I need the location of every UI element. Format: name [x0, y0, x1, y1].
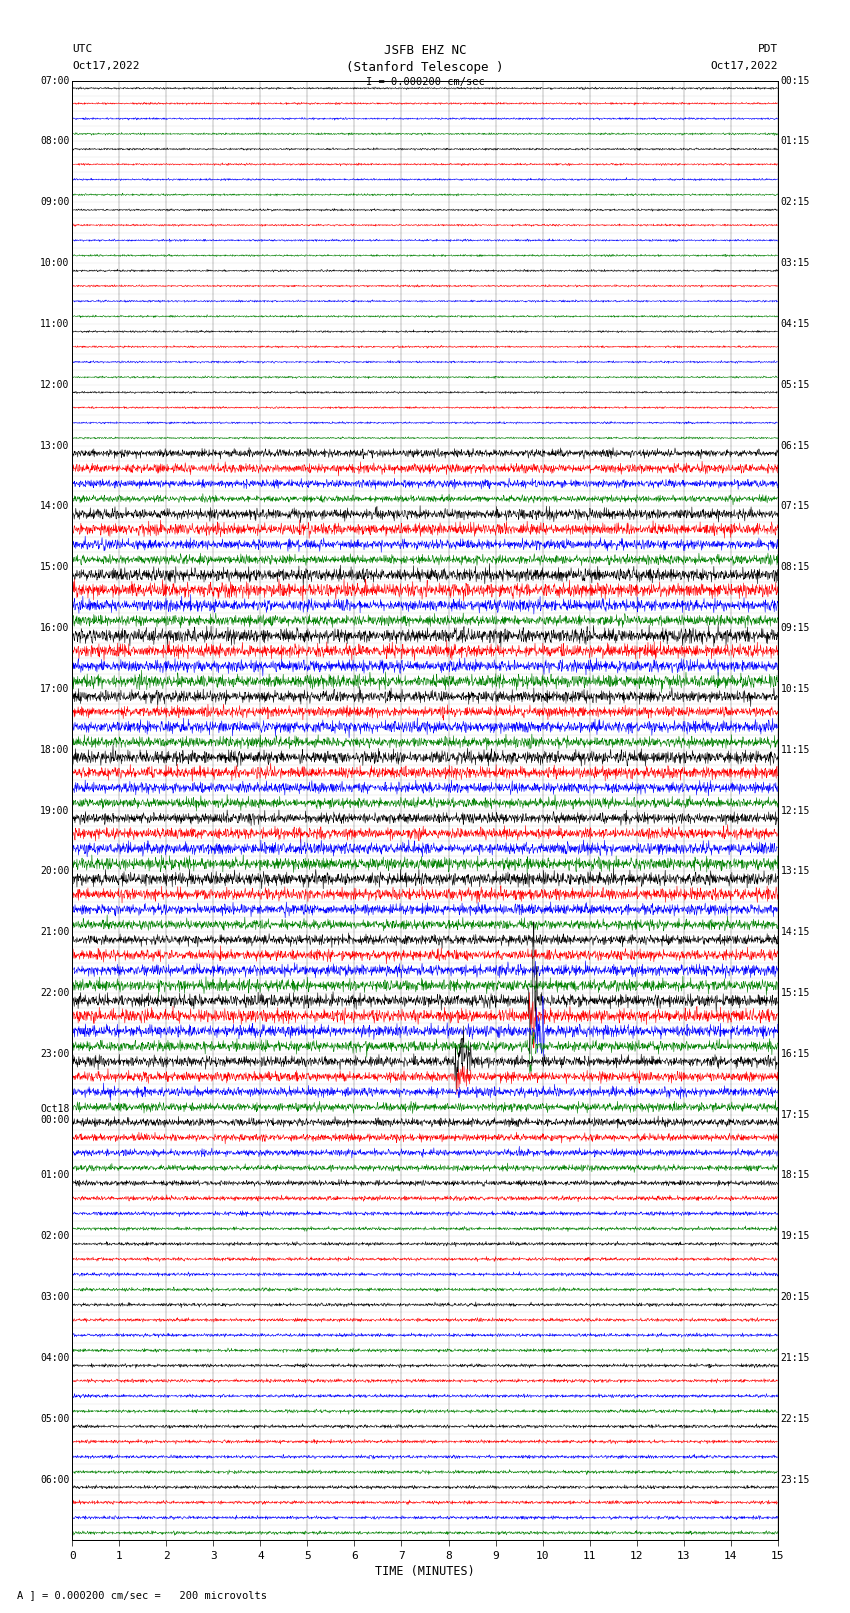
Text: I = 0.000200 cm/sec: I = 0.000200 cm/sec — [366, 77, 484, 87]
Text: PDT: PDT — [757, 44, 778, 53]
Text: Oct17,2022: Oct17,2022 — [72, 61, 139, 71]
Text: JSFB EHZ NC: JSFB EHZ NC — [383, 44, 467, 56]
Text: UTC: UTC — [72, 44, 93, 53]
Text: (Stanford Telescope ): (Stanford Telescope ) — [346, 61, 504, 74]
Text: A ] = 0.000200 cm/sec =   200 microvolts: A ] = 0.000200 cm/sec = 200 microvolts — [17, 1590, 267, 1600]
Text: Oct17,2022: Oct17,2022 — [711, 61, 778, 71]
X-axis label: TIME (MINUTES): TIME (MINUTES) — [375, 1565, 475, 1578]
